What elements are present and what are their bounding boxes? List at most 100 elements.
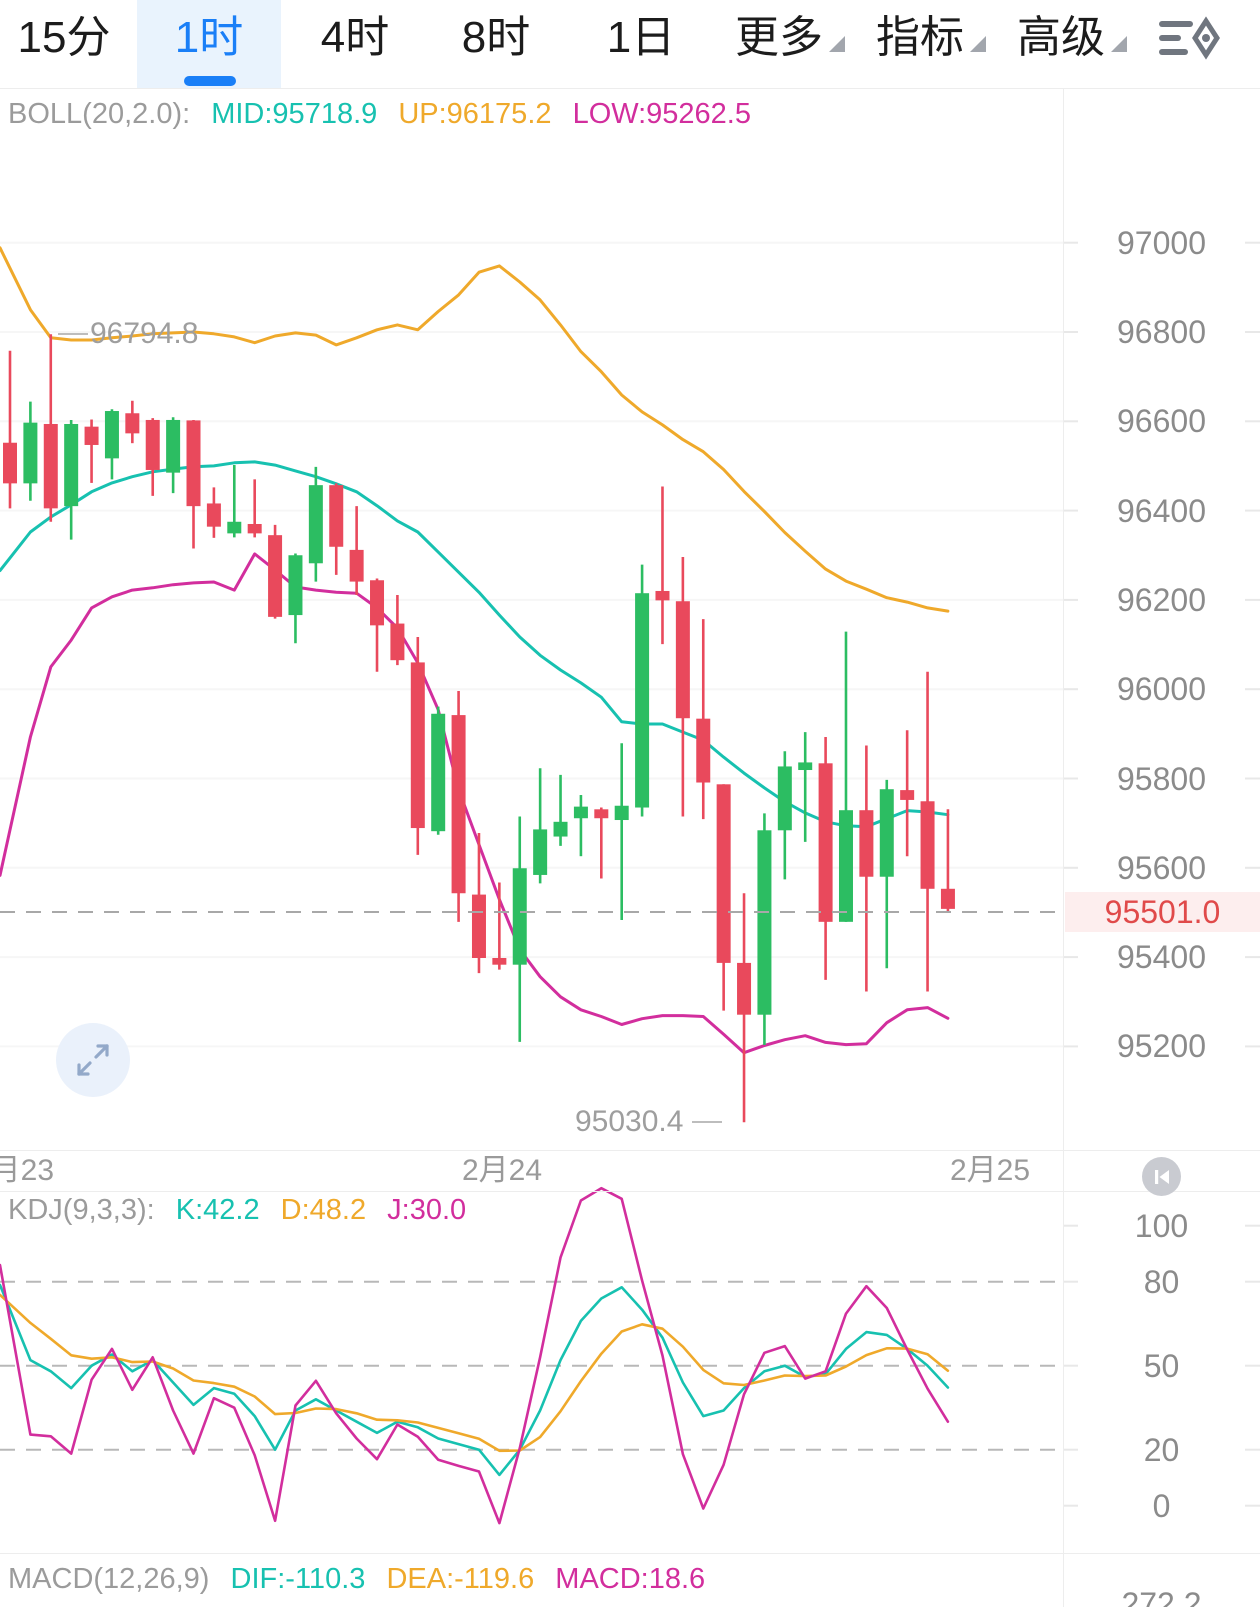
candle-body: [145, 419, 160, 470]
xaxis-label-1: 2月24: [461, 1154, 543, 1187]
candle-body: [512, 868, 527, 965]
kdj-k-line: [0, 1283, 950, 1477]
dropdown-caret-icon: [1111, 36, 1127, 52]
candle-body: [675, 601, 690, 719]
skip-to-start-icon: [1154, 1169, 1169, 1184]
menu-more[interactable]: 更多: [735, 13, 845, 63]
candle-body: [370, 580, 385, 626]
candle-body: [594, 809, 609, 819]
toolbar-separator: [0, 88, 1260, 89]
kdj-legend: KDJ(9,3,3): K:42.2 D:48.2 J:30.0: [8, 1192, 479, 1228]
candle-body: [737, 962, 752, 1015]
candle-body: [716, 784, 731, 963]
candle-body: [410, 662, 425, 829]
candle-body: [186, 420, 201, 507]
menu-indicators[interactable]: 指标: [876, 13, 986, 63]
candle-body: [308, 485, 323, 564]
expand-chart-button[interactable]: [56, 1023, 130, 1097]
candle-body: [166, 419, 181, 473]
price-axis-label: 96600: [1117, 403, 1206, 440]
tab-1d[interactable]: 1日: [606, 13, 676, 62]
dropdown-caret-icon: [970, 36, 986, 52]
xaxis-label-0: 2月23: [0, 1154, 55, 1187]
candle-body: [23, 422, 38, 484]
kdj-legend-name: KDJ(9,3,3):: [8, 1194, 155, 1226]
kdj-d-value: D:48.2: [280, 1194, 367, 1226]
tab-1h[interactable]: 1时: [174, 13, 244, 62]
price-axis-label: 95400: [1117, 939, 1206, 976]
candle-body: [43, 423, 58, 509]
price-axis-label: 95600: [1117, 849, 1206, 886]
xaxis-top-border: [0, 1150, 1260, 1151]
candle-body: [84, 426, 99, 445]
candle-body: [349, 549, 364, 582]
macd-legend: MACD(12,26,9) DIF:-110.3 DEA:-119.6 MACD…: [8, 1561, 718, 1597]
candle-body: [818, 763, 833, 922]
jump-to-latest-button[interactable]: [1142, 1157, 1181, 1196]
chart-settings-button[interactable]: [1158, 16, 1222, 60]
candle-body: [696, 718, 711, 783]
candle-body: [125, 413, 140, 434]
candle-body: [471, 894, 486, 958]
candle-body: [777, 766, 792, 831]
candle-body: [553, 821, 568, 837]
macd-legend-name: MACD(12,26,9): [8, 1563, 210, 1595]
candle-body: [655, 590, 670, 601]
low-price-annotation: 95030.4: [575, 1105, 684, 1138]
kdj-j-value: J:30.0: [387, 1194, 467, 1226]
candle-body: [798, 762, 813, 771]
price-axis-label: 96000: [1117, 671, 1206, 708]
menu-indicators-label: 指标: [876, 13, 964, 62]
price-axis-label: 97000: [1117, 224, 1206, 261]
candle-body: [533, 829, 548, 875]
kdj-axis-label: 80: [1143, 1263, 1180, 1300]
price-axis-label: 96800: [1117, 314, 1206, 350]
candle-body: [573, 806, 588, 819]
active-tab-indicator: [184, 76, 236, 86]
price-axis-separator: [1063, 88, 1064, 1607]
boll-legend-name: BOLL(20,2.0):: [8, 98, 191, 130]
candle-body: [329, 485, 344, 547]
boll-up-line: [0, 246, 950, 613]
low-annotation-leader: [692, 1121, 722, 1123]
price-axis-label: 96400: [1117, 492, 1206, 529]
candle-body: [614, 805, 629, 821]
candle-body: [838, 810, 853, 922]
tab-4h[interactable]: 4时: [320, 13, 390, 62]
high-annotation-leader: [58, 333, 88, 335]
boll-low-line: [0, 552, 950, 1055]
current-price-badge: 95501.0: [1065, 892, 1260, 932]
kdj-axis-label: 20: [1143, 1431, 1180, 1468]
menu-advanced[interactable]: 高级: [1017, 13, 1127, 63]
kdj-axis-label: 0: [1152, 1487, 1171, 1524]
candle-body: [104, 411, 119, 459]
candle-body: [492, 957, 507, 965]
candle-body: [64, 423, 79, 507]
tab-15m[interactable]: 15分: [17, 13, 111, 62]
price-axis-label: 95800: [1117, 760, 1206, 797]
chart-settings-icon: [1159, 16, 1220, 60]
xaxis-label-2: 2月25: [949, 1154, 1031, 1187]
candle-body: [940, 888, 955, 909]
kdj-k-value: K:42.2: [175, 1194, 260, 1226]
tab-8h[interactable]: 8时: [461, 13, 531, 62]
menu-advanced-label: 高级: [1017, 13, 1105, 62]
kdj-axis-label: 50: [1143, 1347, 1180, 1384]
expand-icon: [77, 1044, 109, 1076]
candle-body: [288, 555, 303, 616]
macd-macd-value: MACD:18.6: [555, 1563, 706, 1595]
candle-body: [879, 789, 894, 877]
kdj-axis-label: 100: [1134, 1207, 1189, 1244]
xaxis-bottom-border: [0, 1191, 1260, 1192]
candle-body: [206, 503, 221, 527]
price-axis-label: 96200: [1117, 581, 1206, 618]
timeframe-toolbar: 15分 1时 4时 8时 1日 更多 指标 高级: [0, 0, 1260, 88]
candle-body: [431, 713, 446, 832]
candle-body: [859, 810, 874, 877]
boll-up-value: UP:96175.2: [398, 98, 552, 130]
macd-panel-separator: [0, 1553, 1260, 1554]
active-tab-highlight: [137, 0, 281, 88]
macd-dif-value: DIF:-110.3: [230, 1563, 366, 1595]
boll-legend: BOLL(20,2.0): MID:95718.9 UP:96175.2 LOW…: [8, 96, 764, 132]
